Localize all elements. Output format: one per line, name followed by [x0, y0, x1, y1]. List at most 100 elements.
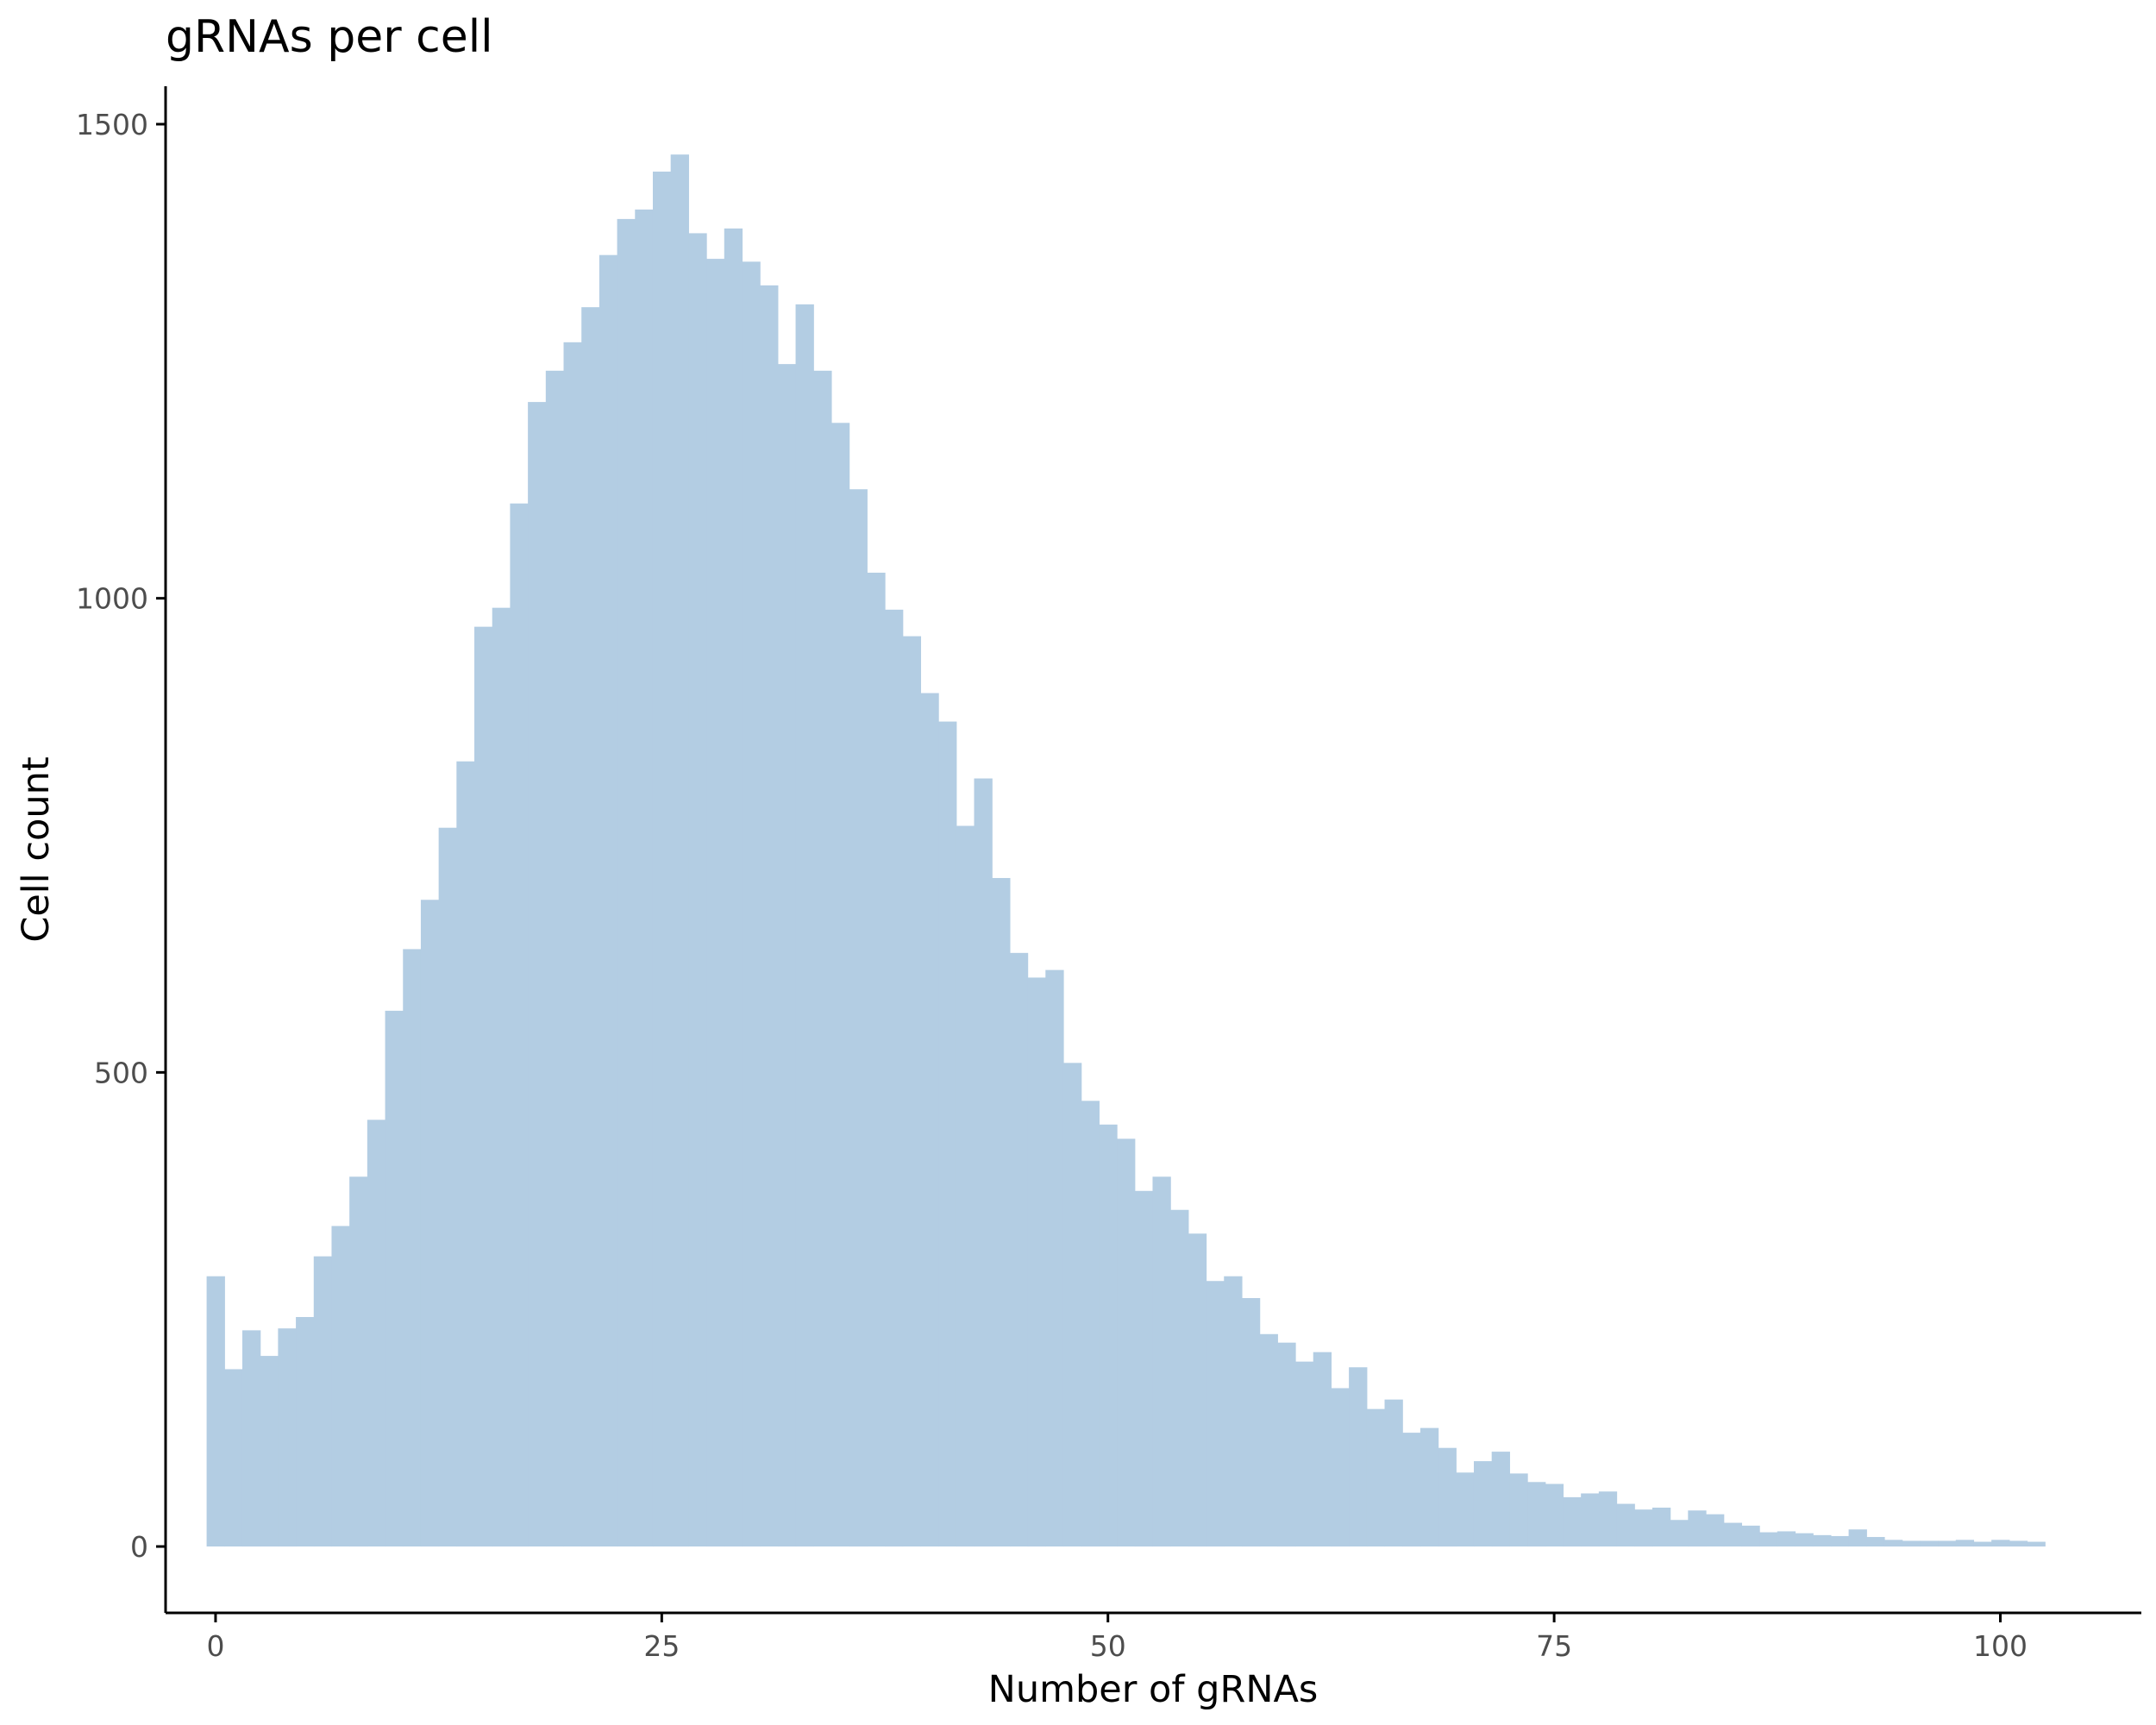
histogram-bar: [1634, 1509, 1653, 1547]
histogram-bar: [1491, 1452, 1510, 1547]
histogram-bar: [1795, 1533, 1814, 1547]
histogram-bar: [760, 285, 779, 1547]
x-axis-ticks: 0 25 50 75 100: [206, 1613, 2028, 1663]
histogram-bar: [1224, 1276, 1243, 1547]
histogram-bar: [1349, 1367, 1368, 1547]
histogram-bar: [777, 364, 797, 1547]
histogram-bar: [420, 900, 440, 1547]
histogram-bar: [1420, 1427, 1439, 1547]
histogram-bar: [1366, 1408, 1386, 1547]
histogram-bar: [1830, 1535, 1850, 1547]
histogram-bar: [492, 607, 511, 1547]
histogram-bar: [1509, 1473, 1528, 1547]
histogram-bar: [956, 825, 975, 1547]
histogram-bar: [1081, 1101, 1100, 1547]
histogram-bar: [1563, 1496, 1582, 1547]
histogram-bar: [1902, 1540, 1921, 1547]
histogram-bar: [1651, 1507, 1671, 1547]
histogram-bar: [545, 370, 565, 1547]
histogram-bar: [1438, 1447, 1457, 1547]
histogram-bar: [617, 218, 636, 1547]
histogram-bar: [1152, 1176, 1171, 1547]
histogram-bar: [1331, 1388, 1350, 1547]
histogram-bar: [438, 827, 457, 1547]
histogram-bar: [1616, 1503, 1635, 1547]
histogram-bar: [1777, 1531, 1796, 1547]
histogram-bar: [1241, 1298, 1261, 1547]
x-axis-title: Number of gRNAs: [988, 1668, 1319, 1711]
y-axis-title: Cell count: [15, 756, 58, 942]
x-tick-label: 50: [1090, 1629, 1126, 1663]
histogram-bar: [260, 1356, 279, 1547]
histogram-bar: [1688, 1510, 1707, 1547]
histogram-bar: [1045, 969, 1064, 1547]
histogram-bar: [920, 693, 939, 1547]
histogram-bar: [456, 761, 475, 1547]
histogram-bar: [1598, 1491, 1618, 1547]
histogram-bar: [1206, 1281, 1225, 1547]
histogram-bar: [349, 1176, 368, 1547]
histogram-bar: [1259, 1333, 1278, 1547]
y-tick-label: 1000: [76, 582, 148, 616]
histogram-bar: [1581, 1493, 1600, 1547]
histogram-bar: [1883, 1540, 1903, 1547]
histogram-bar: [974, 778, 993, 1547]
histogram-bar: [1973, 1541, 1992, 1547]
histogram-bar: [2027, 1541, 2046, 1547]
histogram-bar: [635, 209, 654, 1547]
histogram-bar: [795, 304, 814, 1547]
histogram-bar: [724, 228, 743, 1547]
histogram-bar: [1188, 1233, 1207, 1547]
histogram-bar: [867, 572, 886, 1547]
histogram-bar: [1313, 1352, 1332, 1547]
histogram-bar: [1009, 952, 1029, 1547]
histogram-bar: [1866, 1537, 1885, 1547]
histogram-bar: [670, 154, 689, 1547]
histogram-bar: [1027, 977, 1046, 1547]
histogram-bar: [2009, 1540, 2028, 1547]
x-tick-label: 100: [1973, 1629, 2028, 1663]
histogram-bar: [331, 1226, 350, 1547]
histogram-bar: [1099, 1124, 1118, 1547]
histogram-bar: [1456, 1472, 1475, 1547]
histogram-bar: [1706, 1514, 1725, 1547]
histogram-bars: [206, 154, 2046, 1547]
histogram-bar: [1062, 1063, 1082, 1547]
histogram-bar: [563, 342, 582, 1547]
histogram-bar: [385, 1010, 404, 1547]
histogram-bar: [1991, 1540, 2010, 1547]
histogram-bar: [1295, 1361, 1314, 1547]
histogram-bar: [403, 949, 422, 1547]
x-tick-label: 75: [1536, 1629, 1572, 1663]
histogram-bar: [1473, 1461, 1493, 1547]
y-tick-label: 1500: [76, 108, 148, 141]
histogram-bar: [1384, 1399, 1403, 1547]
histogram-bar: [938, 721, 957, 1547]
y-tick-label: 0: [130, 1530, 148, 1564]
histogram-bar: [652, 171, 672, 1547]
histogram-bar: [706, 259, 725, 1547]
histogram-bar: [1848, 1529, 1867, 1547]
histogram-bar: [241, 1330, 261, 1547]
histogram-bar: [1117, 1138, 1136, 1547]
histogram-bar: [599, 254, 618, 1547]
histogram-bar: [1741, 1525, 1760, 1547]
histogram-bar: [581, 307, 600, 1547]
histogram-bar: [1813, 1534, 1832, 1547]
histogram-bar: [1670, 1520, 1689, 1547]
histogram-bar: [742, 261, 761, 1547]
histogram-bar: [278, 1328, 297, 1547]
histogram-bar: [902, 636, 922, 1547]
histogram-bar: [510, 503, 529, 1547]
histogram-bar: [1938, 1540, 1957, 1547]
histogram-bar: [1527, 1482, 1546, 1547]
histogram-bar: [885, 609, 904, 1547]
histogram-bar: [528, 402, 547, 1547]
histogram-bar: [1723, 1522, 1743, 1547]
histogram-bar: [992, 877, 1011, 1547]
histogram-bar: [1955, 1540, 1975, 1547]
histogram-bar: [1759, 1532, 1778, 1547]
histogram-bar: [1920, 1540, 1939, 1547]
histogram-bar: [849, 489, 868, 1547]
